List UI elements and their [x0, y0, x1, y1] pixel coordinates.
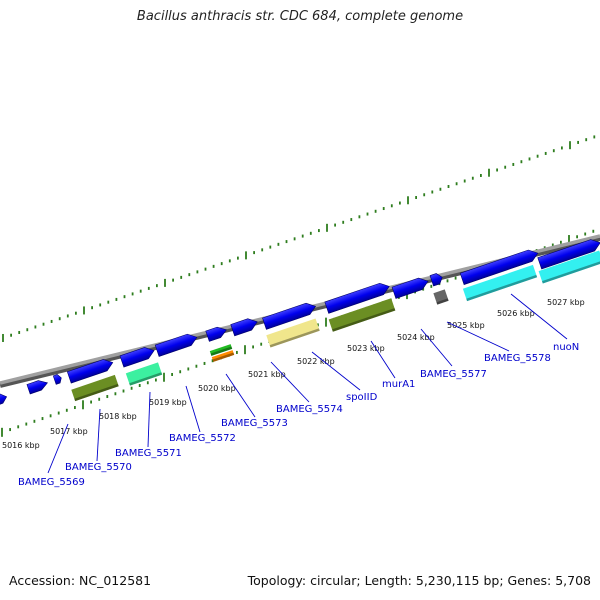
tick-label: 5018 kbp — [99, 412, 137, 421]
cds-arrow-shape — [391, 277, 429, 299]
cds-arrow-shape — [230, 318, 258, 337]
cds-arrow — [391, 277, 429, 299]
cds-arrow — [429, 273, 443, 287]
feature-olive-shape — [71, 374, 119, 402]
feature-olive-shade — [332, 308, 396, 332]
feature-orange — [211, 350, 235, 362]
cds-arrow — [154, 333, 198, 357]
genome-summary: Topology: circular; Length: 5,230,115 bp… — [247, 573, 591, 588]
tick-label: 5026 kbp — [497, 309, 535, 318]
outer-tick-ring — [2, 135, 596, 342]
cds-arrow — [52, 374, 62, 385]
feature-cyan-shape — [462, 264, 538, 302]
cds-arrow — [230, 318, 258, 337]
feature-gray-shape — [433, 289, 449, 305]
gene-leader-line — [311, 351, 361, 391]
gene-leader-line — [225, 373, 256, 418]
feature-orange-shade — [212, 352, 235, 362]
feature-cyan — [538, 250, 600, 284]
tick-label: 5017 kbp — [50, 427, 88, 436]
cds-arrow-shape — [324, 282, 390, 314]
cds-arrow — [205, 326, 227, 342]
gene-leader-line — [370, 340, 396, 379]
cds-arrow — [459, 249, 539, 285]
tick-label: 5024 kbp — [397, 333, 435, 342]
cds-arrow — [26, 380, 49, 395]
map-title: Bacillus anthracis str. CDC 684, complet… — [136, 9, 464, 24]
gene-features — [0, 239, 600, 407]
feature-green — [209, 344, 233, 356]
cds-arrow-shape — [262, 302, 317, 330]
cds-arrow-shape — [26, 380, 49, 395]
tick-label: 5025 kbp — [447, 321, 485, 330]
tick-label: 5019 kbp — [149, 398, 187, 407]
gene-label: BAMEG_5577 — [420, 369, 487, 380]
tick-label: 5016 kbp — [2, 441, 40, 450]
gene-label: BAMEG_5573 — [221, 418, 288, 429]
feature-gray — [433, 289, 449, 305]
gene-leader-line — [96, 408, 101, 462]
feature-cyan-shape — [538, 250, 600, 284]
gene-labels: BAMEG_5569 BAMEG_5570 BAMEG_5571 BAMEG_5572… — [18, 293, 579, 488]
gene-label: BAMEG_5570 — [65, 462, 132, 473]
gene-label: BAMEG_5574 — [276, 404, 343, 415]
gene-leader-line — [147, 391, 151, 448]
gene-label: nuoN — [553, 342, 579, 353]
cds-arrow — [262, 302, 317, 330]
feature-khaki-shade — [269, 328, 320, 348]
feature-green-shape — [209, 344, 233, 356]
feature-khaki — [266, 318, 320, 348]
feature-gray-shade — [436, 298, 449, 305]
cds-arrow — [119, 347, 155, 368]
feature-lightgreen-shape — [125, 362, 163, 386]
gene-leader-line — [47, 423, 69, 474]
tick-label: 5022 kbp — [297, 357, 335, 366]
tick-label: 5020 kbp — [198, 384, 236, 393]
feature-green-shade — [210, 346, 233, 356]
gene-label: BAMEG_5569 — [18, 477, 85, 488]
feature-lightgreen-shade — [129, 372, 163, 386]
cds-arrow — [0, 393, 8, 407]
feature-olive — [71, 374, 119, 402]
gene-label: BAMEG_5578 — [484, 353, 551, 364]
gene-label: spoIID — [346, 392, 378, 403]
feature-lightgreen — [125, 362, 163, 386]
feature-olive-shade — [74, 383, 119, 402]
cds-arrow-shape — [119, 347, 155, 368]
feature-olive — [328, 298, 396, 332]
cds-arrow-shape — [0, 393, 8, 407]
gene-label: BAMEG_5571 — [115, 448, 182, 459]
feature-cyan-shade — [541, 260, 600, 284]
gene-leader-line — [510, 293, 568, 340]
cds-arrow-shape — [154, 333, 198, 357]
gene-leader-line — [270, 361, 310, 403]
gene-label: BAMEG_5572 — [169, 433, 236, 444]
tick-label: 5021 kbp — [248, 370, 286, 379]
feature-cyan — [462, 264, 538, 302]
cds-arrow — [66, 359, 114, 384]
cds-arrow-shape — [52, 374, 62, 385]
feature-olive-shape — [328, 298, 396, 332]
gene-leader-line — [420, 328, 453, 367]
gene-leader-line — [446, 321, 510, 352]
feature-cyan-shade — [466, 274, 538, 302]
feature-khaki-shape — [266, 318, 320, 348]
gene-label: murA1 — [382, 379, 415, 390]
accession-label: Accession: NC_012581 — [9, 573, 152, 588]
position-tick-labels: 5016 kbp 5017 kbp 5018 kbp 5019 kbp 5020 kbp… — [2, 298, 585, 450]
feature-orange-shape — [211, 350, 235, 362]
gene-leader-line — [185, 385, 201, 433]
cds-arrow — [537, 239, 600, 270]
tick-label: 5023 kbp — [347, 344, 385, 353]
tick-label: 5027 kbp — [547, 298, 585, 307]
cds-arrow-shape — [205, 326, 227, 342]
cds-arrow-shape — [459, 249, 539, 285]
cds-arrow — [324, 282, 390, 314]
cds-arrow-shape — [429, 273, 443, 287]
cds-arrow-shape — [537, 239, 600, 270]
cds-arrow-shape — [66, 359, 114, 384]
